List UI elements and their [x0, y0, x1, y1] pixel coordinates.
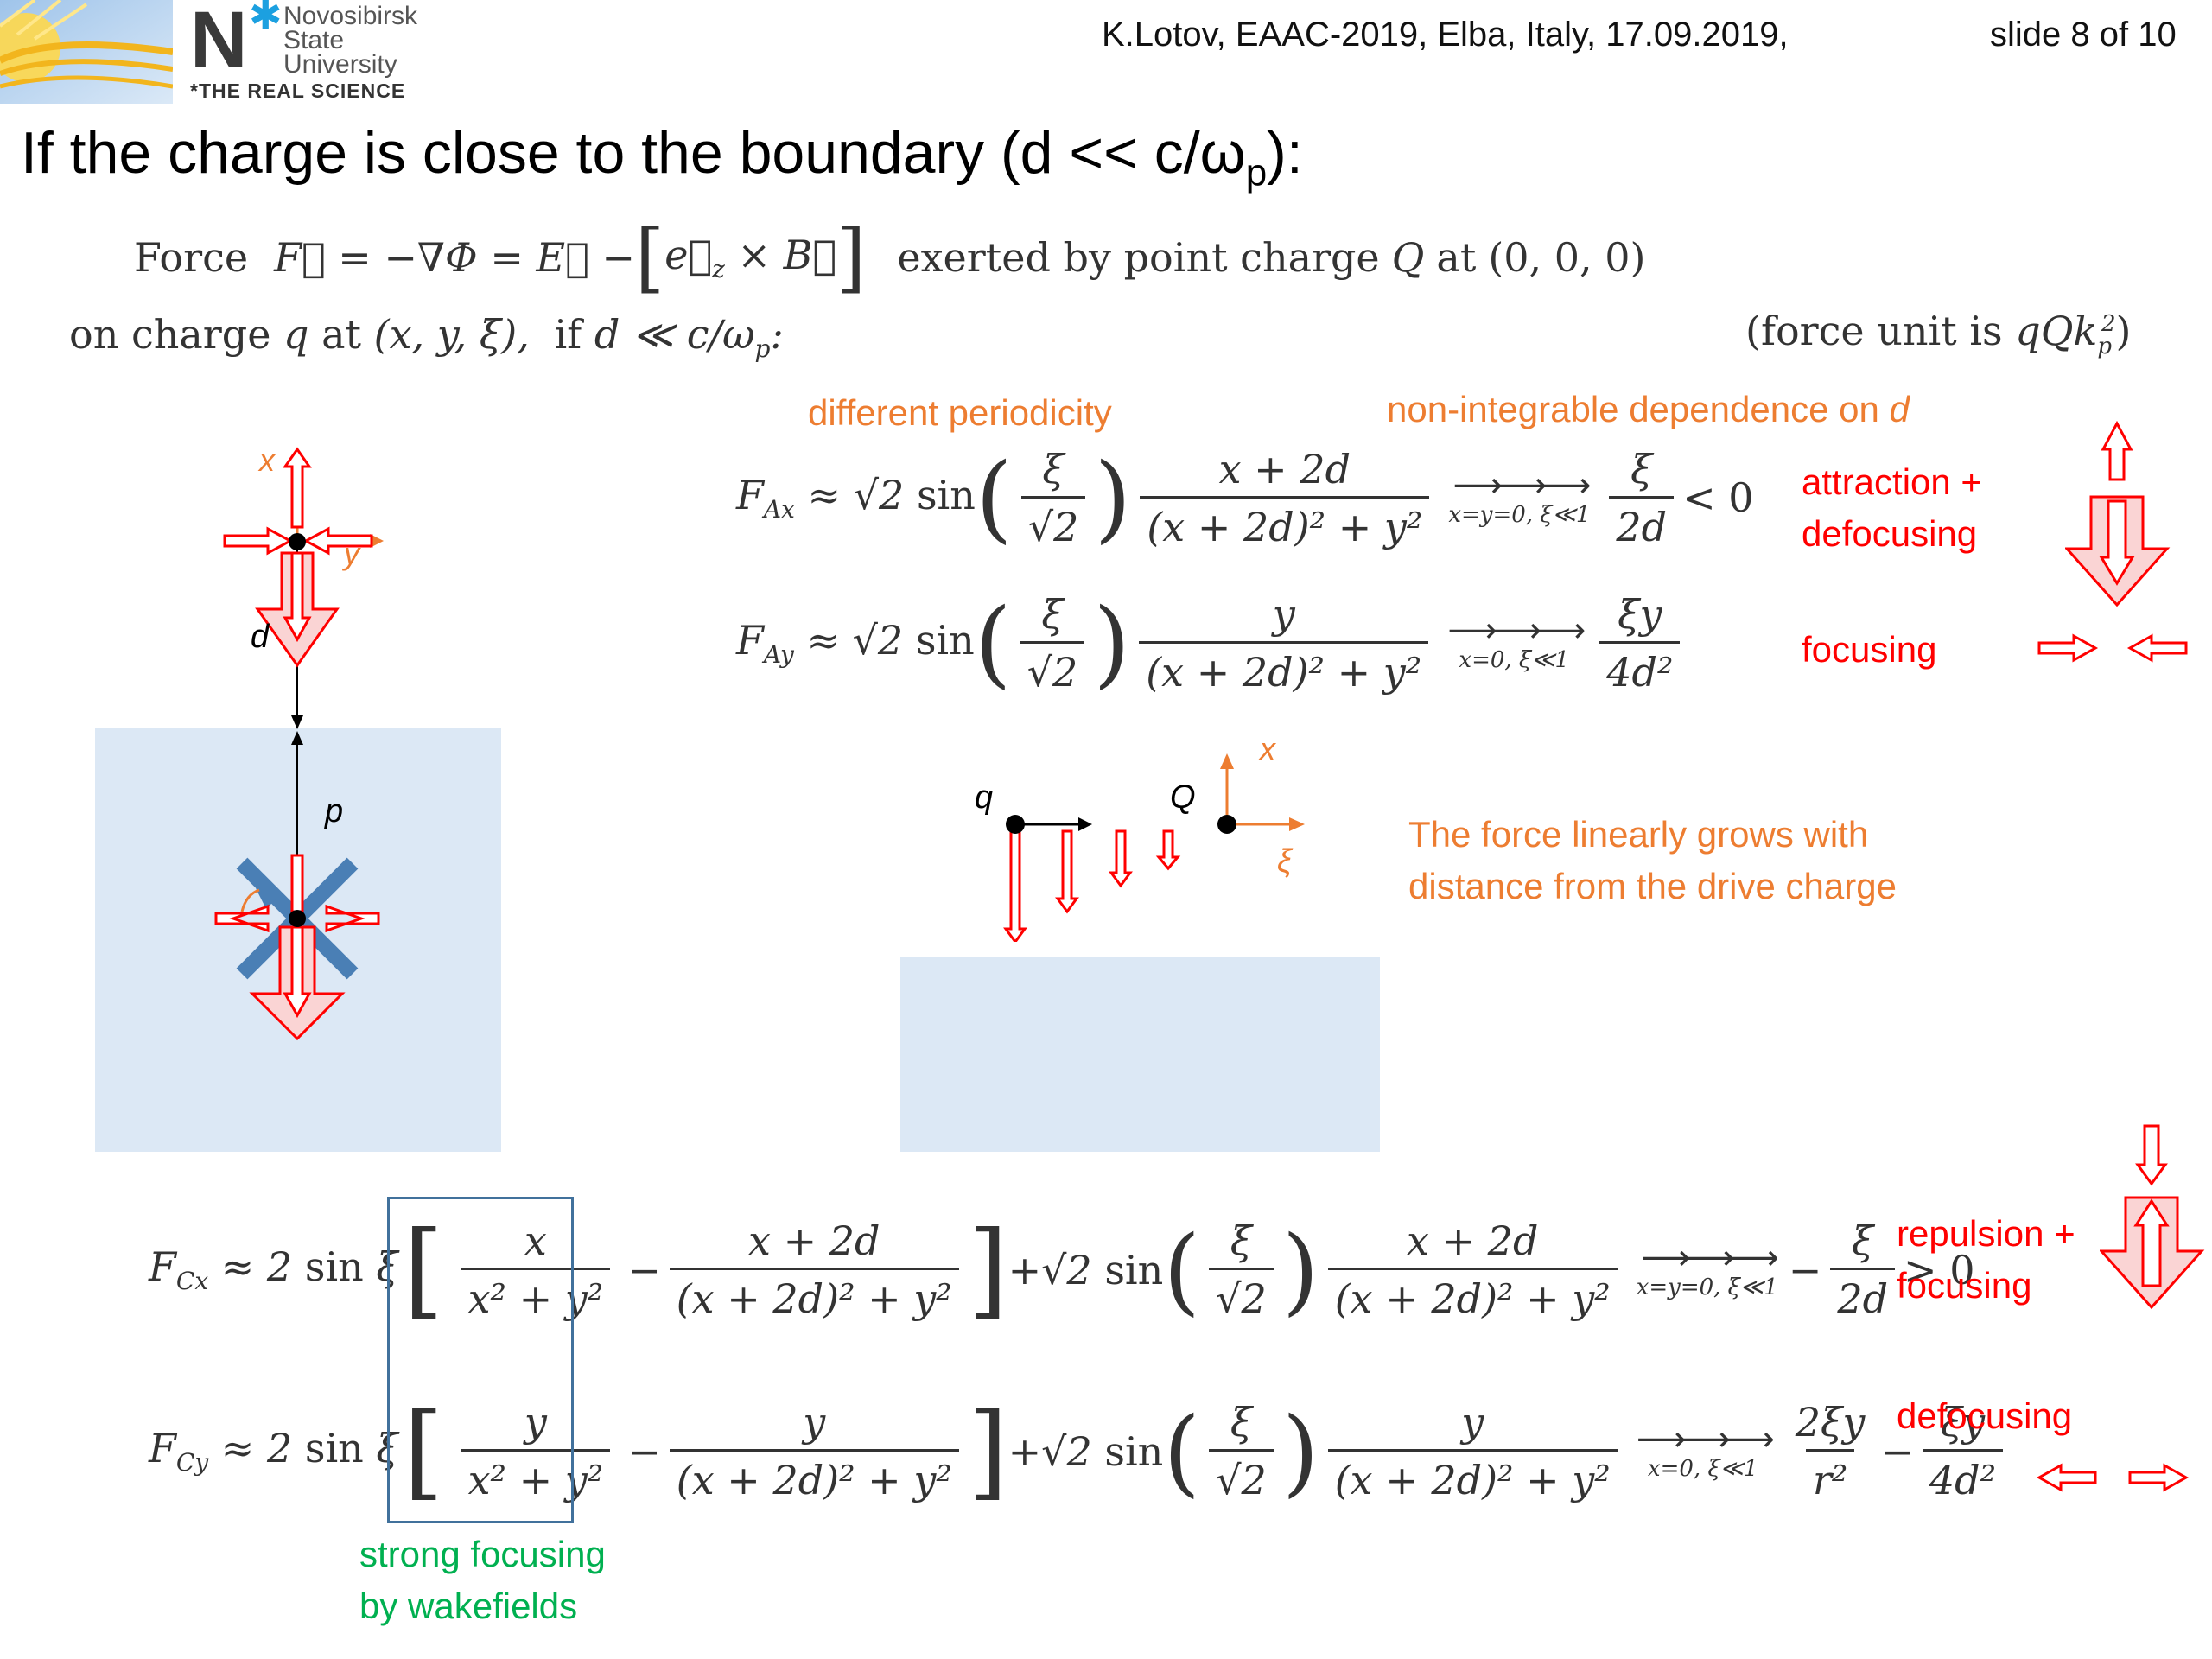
- strong-focusing-label-2: by wakefields: [359, 1586, 578, 1626]
- formula-fcy: FCy ≈ 2 sin ξ [ y x² + y² − y (x + 2d)² + …: [149, 1391, 2012, 1511]
- focusing-arrows-icon: [2037, 633, 2188, 663]
- intro-word-exerted: exerted by point charge: [897, 234, 1380, 282]
- formula-fax: FAx ≈ √2 sin ( ξ √2 ) x + 2d (x + 2d)² + y…: [736, 442, 1754, 553]
- intro-word-on: on charge: [69, 311, 271, 358]
- different-periodicity-label: different periodicity: [808, 392, 1112, 433]
- diagram-label-x: x: [259, 442, 275, 478]
- intro-word-at2: at: [321, 311, 362, 358]
- focusing-label: focusing: [1802, 629, 1937, 670]
- force-unit-close: ): [2115, 308, 2132, 354]
- limit-fay: x=0, ξ≪1: [1459, 647, 1570, 673]
- plasma-region-center: [900, 957, 1380, 1152]
- boundary-diagram: [214, 447, 384, 1041]
- strong-focusing-box: [387, 1197, 574, 1523]
- repulsion-label-1: repulsion +: [1897, 1213, 2075, 1254]
- limit-fax: x=y=0, ξ≪1: [1448, 502, 1591, 528]
- limit-fcy: x=0, ξ≪1: [1647, 1455, 1758, 1482]
- diagram-label-y: y: [344, 536, 359, 571]
- force-unit-note: (force unit is qQkp2): [1745, 308, 2132, 360]
- intro-word-at: at: [1436, 234, 1477, 282]
- nsu-logo: N ✱ Novosibirsk State University *THE RE…: [190, 0, 467, 103]
- defocusing-label: defocusing: [1897, 1395, 2073, 1436]
- diagram-label-p: p: [325, 793, 344, 830]
- intro-word-if: if: [554, 311, 582, 358]
- title-suffix: ):: [1267, 120, 1303, 186]
- nonintegrable-label: non-integrable dependence on d: [1387, 389, 1910, 430]
- nonintegrable-prefix: non-integrable dependence on: [1387, 389, 1879, 429]
- nsu-logo-n: N: [190, 0, 248, 84]
- attraction-label-1: attraction +: [1802, 461, 1982, 502]
- formula-fcx: FCx ≈ 2 sin ξ [ x x² + y² − x + 2d (x + 2d…: [149, 1210, 1975, 1330]
- intro-word-force: Force: [134, 234, 249, 282]
- linear-growth-label-1: The force linearly grows with: [1408, 814, 1869, 855]
- title-prefix: If the charge is close to the boundary (…: [21, 120, 1246, 186]
- nonintegrable-var: d: [1889, 389, 1910, 429]
- center-label-x: x: [1260, 731, 1275, 766]
- intro-line1: Force F⃗ = −∇Φ = E⃗ − [ e⃗z × B⃗ ] exert…: [134, 213, 1646, 302]
- limit-fcx: x=y=0, ξ≪1: [1636, 1274, 1778, 1300]
- slide-number: slide 8 of 10: [1990, 16, 2177, 54]
- title-sub: p: [1245, 151, 1268, 194]
- intro-coords: (0, 0, 0): [1488, 234, 1646, 282]
- intro-line2: on charge q at (x, y, ξ), if d ≪ c/ωp:: [69, 311, 784, 364]
- event-info: K.Lotov, EAAC-2019, Elba, Italy, 17.09.2…: [1102, 16, 1789, 54]
- defocusing-arrows-icon: [2036, 1463, 2190, 1492]
- repulsion-label-2: focusing: [1897, 1265, 2032, 1306]
- center-label-xi: ξ: [1277, 843, 1292, 880]
- logo-line3: University: [283, 50, 397, 79]
- linear-growth-label-2: distance from the drive charge: [1408, 866, 1897, 906]
- intro-pos: (x, y, ξ),: [373, 311, 530, 358]
- strong-focusing-label-1: strong focusing: [359, 1534, 606, 1574]
- star-icon: ✱: [249, 0, 283, 37]
- logo-line2: State: [283, 26, 345, 54]
- force-unit-prefix: (force unit is: [1745, 308, 2003, 354]
- logo-line1: Novosibirsk: [283, 2, 418, 30]
- attraction-label-2: defocusing: [1802, 513, 1978, 554]
- center-label-q: q: [975, 779, 994, 816]
- charge-force-diagram: [1003, 753, 1305, 942]
- formula-fay: FAy ≈ √2 sin ( ξ √2 ) y (x + 2d)² + y² ⟶⟶⟶…: [736, 588, 1688, 698]
- attraction-arrows-icon: [2065, 420, 2171, 607]
- sun-logo-icon: [0, 0, 173, 104]
- header-bar: N ✱ Novosibirsk State University *THE RE…: [0, 0, 2212, 104]
- center-label-Q: Q: [1170, 779, 1196, 816]
- slide-title: If the charge is close to the boundary (…: [21, 119, 1303, 195]
- logo-tagline: *THE REAL SCIENCE: [190, 79, 406, 102]
- diagram-label-d: d: [251, 619, 270, 655]
- repulsion-arrows-icon: [2100, 1124, 2205, 1310]
